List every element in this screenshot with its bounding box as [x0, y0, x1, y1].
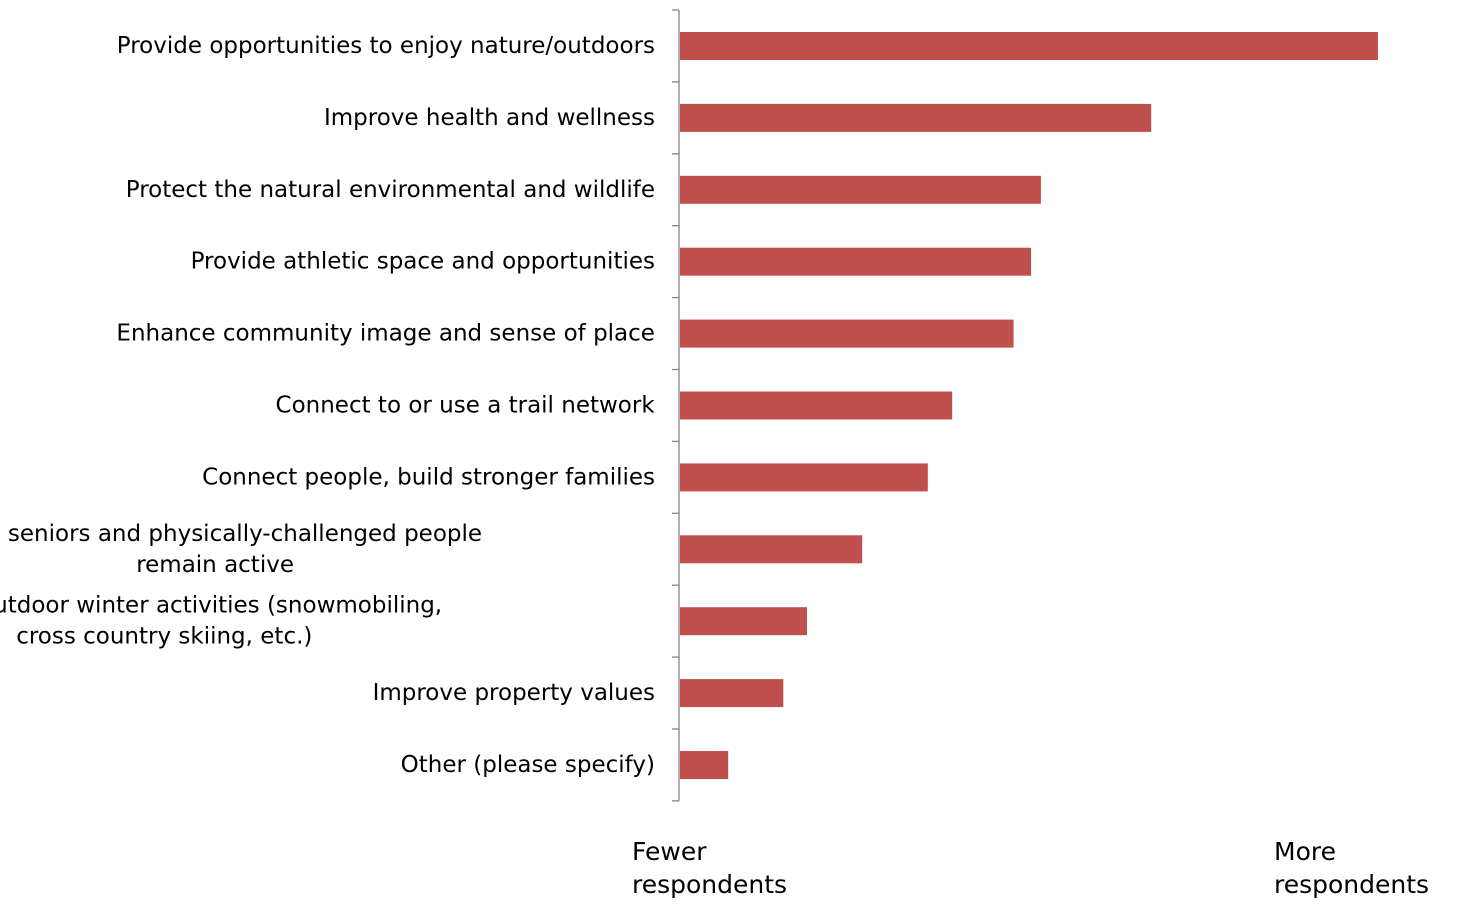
category-label: Other (please specify) [401, 752, 655, 778]
category-label: Enhance community image and sense of pla… [116, 321, 655, 347]
category-labels-group: Provide opportunities to enjoy nature/ou… [0, 33, 655, 778]
bar [680, 175, 1041, 204]
bar [680, 751, 729, 779]
bar [680, 247, 1032, 276]
bar [680, 607, 807, 636]
category-label: Provide athletic space and opportunities [191, 249, 655, 275]
bar [680, 32, 1378, 60]
bar [680, 535, 863, 564]
bar [680, 391, 953, 420]
bar [680, 679, 784, 708]
bar [680, 319, 1014, 348]
x-axis-note-fewer: Fewer respondents [632, 837, 788, 899]
category-label: Provide outdoor winter activities (snowm… [0, 593, 442, 650]
category-label: Protect the natural environmental and wi… [126, 177, 655, 203]
category-label: Help seniors and physically-challenged p… [0, 521, 482, 578]
category-label: Improve property values [373, 680, 655, 706]
category-label: Connect people, build stronger families [202, 464, 655, 490]
bar [680, 463, 928, 492]
y-axis [672, 9, 680, 802]
bars-group [680, 32, 1378, 779]
bar [680, 103, 1152, 132]
x-axis-note-more: More respondents [1274, 837, 1430, 899]
category-label: Improve health and wellness [324, 105, 655, 131]
bar-chart: Provide opportunities to enjoy nature/ou… [0, 9, 1378, 802]
category-label: Provide opportunities to enjoy nature/ou… [117, 33, 655, 59]
category-label: Connect to or use a trail network [276, 393, 656, 419]
